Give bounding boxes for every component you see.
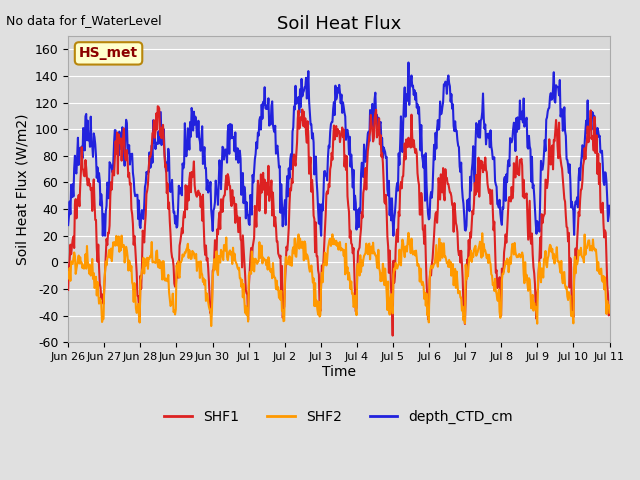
X-axis label: Time: Time xyxy=(322,365,356,379)
SHF2 xyxy=(214,272,222,278)
SHF1 xyxy=(64,287,72,293)
depth_CTD_cm xyxy=(74,135,82,141)
depth_CTD_cm xyxy=(422,150,429,156)
SHF2 xyxy=(130,299,138,305)
Text: HS_met: HS_met xyxy=(79,47,138,60)
SHF2 xyxy=(605,310,613,315)
depth_CTD_cm xyxy=(214,202,222,208)
SHF2 xyxy=(64,269,72,275)
SHF2 xyxy=(74,256,82,262)
SHF2 xyxy=(404,230,412,236)
depth_CTD_cm xyxy=(99,233,107,239)
SHF1 xyxy=(74,197,82,203)
Line: SHF1: SHF1 xyxy=(68,106,609,336)
SHF1 xyxy=(186,176,193,182)
depth_CTD_cm xyxy=(131,189,138,194)
Text: No data for f_WaterLevel: No data for f_WaterLevel xyxy=(6,14,162,27)
depth_CTD_cm xyxy=(605,203,613,209)
depth_CTD_cm xyxy=(186,147,193,153)
Line: depth_CTD_cm: depth_CTD_cm xyxy=(68,62,609,236)
SHF1 xyxy=(214,231,222,237)
SHF1 xyxy=(422,254,429,260)
Y-axis label: Soil Heat Flux (W/m2): Soil Heat Flux (W/m2) xyxy=(15,113,29,265)
SHF2 xyxy=(207,323,215,329)
depth_CTD_cm xyxy=(64,222,72,228)
SHF1 xyxy=(406,138,414,144)
SHF1 xyxy=(389,333,397,338)
SHF2 xyxy=(185,255,193,261)
Legend: SHF1, SHF2, depth_CTD_cm: SHF1, SHF2, depth_CTD_cm xyxy=(159,404,519,430)
Line: SHF2: SHF2 xyxy=(68,233,609,326)
SHF1 xyxy=(130,242,138,248)
SHF2 xyxy=(422,303,429,309)
Title: Soil Heat Flux: Soil Heat Flux xyxy=(276,15,401,33)
depth_CTD_cm xyxy=(406,82,414,88)
SHF1 xyxy=(154,103,161,109)
SHF2 xyxy=(406,242,414,248)
depth_CTD_cm xyxy=(404,60,412,65)
SHF1 xyxy=(605,309,613,315)
